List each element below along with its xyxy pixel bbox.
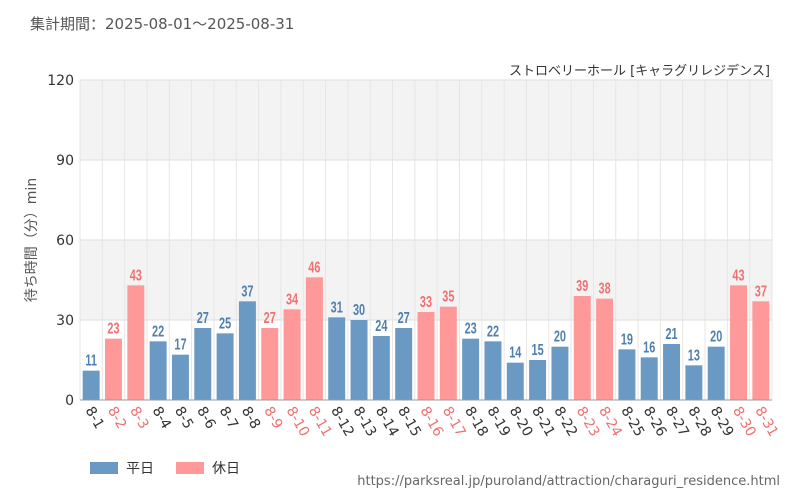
legend: 平日 休日 [90,458,240,478]
bar-value-label: 24 [375,317,387,335]
bar-value-label: 27 [197,309,209,327]
bar-value-label: 25 [219,314,231,332]
bar-8-10 [283,309,301,400]
bar-8-25 [618,349,636,400]
plot-band [80,80,772,160]
bar-8-9 [261,328,279,400]
y-tick-label: 120 [47,73,74,89]
legend-item-weekday: 平日 [90,458,154,478]
bar-value-label: 30 [353,301,365,319]
bar-8-20 [506,362,524,400]
bar-8-8 [238,301,256,400]
period-text: 集計期間：2025-08-01～2025-08-31 [30,15,295,33]
bar-value-label: 17 [174,336,186,354]
bar-8-24 [596,298,614,400]
legend-swatch-holiday [176,462,204,474]
bar-value-label: 11 [85,352,97,370]
bar-value-label: 37 [755,282,767,300]
bar-value-label: 31 [331,298,343,316]
legend-swatch-weekday [90,462,118,474]
attraction-name: ストロベリーホール [キャラグリレジデンス] [508,64,770,79]
bar-value-label: 13 [688,346,700,364]
bar-value-label: 22 [487,322,499,340]
bar-8-6 [194,328,212,400]
bar-value-label: 15 [532,341,544,359]
legend-label-weekday: 平日 [126,461,154,477]
bar-value-label: 14 [509,344,521,362]
bar-8-4 [149,341,167,400]
bar-8-29 [707,346,725,400]
bar-8-30 [730,285,747,400]
bar-8-17 [439,306,457,400]
bar-value-label: 20 [554,328,566,346]
x-tick-label: 8-6 [193,404,218,432]
bars [82,277,770,400]
legend-label-holiday: 休日 [212,461,240,477]
legend-item-holiday: 休日 [176,458,240,478]
bar-8-13 [350,320,368,400]
bar-value-label: 19 [621,330,633,348]
x-tick-label: 8-3 [126,404,151,432]
bar-value-label: 23 [465,320,477,338]
bar-value-label: 43 [130,266,142,284]
bar-8-15 [395,328,413,400]
bar-8-23 [573,296,591,400]
plot-band [80,160,772,240]
x-tick-label: 8-8 [238,404,263,432]
bar-8-14 [372,336,390,400]
y-tick-label: 30 [56,313,74,329]
bar-value-label: 21 [665,325,677,343]
bar-value-labels: 11 23 43 22 17 27 25 37 27 34 46 31 30 24 27 33 35 23 22 14… [85,258,767,369]
y-tick-label: 90 [56,153,74,169]
bar-value-label: 34 [286,290,298,308]
bar-8-31 [752,301,770,400]
bar-8-18 [462,338,480,400]
bar-8-19 [484,341,502,400]
bar-value-label: 37 [241,282,253,300]
bar-value-label: 22 [152,322,164,340]
bar-8-7 [216,333,234,400]
bar-value-label: 35 [442,288,454,306]
bar-8-26 [640,357,658,400]
x-tick-label: 8-2 [104,404,129,432]
bar-8-21 [529,360,547,400]
bar-value-label: 27 [398,309,410,327]
bar-8-22 [551,346,569,400]
bar-8-12 [328,317,346,400]
bar-value-label: 27 [264,309,276,327]
x-tick-label: 8-31 [751,404,781,440]
grid-lines [79,79,773,401]
y-tick-label: 0 [65,393,74,409]
bar-8-11 [305,277,323,400]
x-tick-label: 8-1 [82,404,107,432]
bar-8-28 [685,365,703,400]
bar-8-16 [417,312,435,400]
bar-8-1 [82,370,100,400]
bar-8-3 [127,285,145,400]
bar-value-label: 33 [420,293,432,311]
x-tick-label: 8-4 [149,404,174,432]
plot-band [80,240,772,320]
bar-value-label: 20 [710,328,722,346]
source-url: https://parksreal.jp/puroland/attraction… [357,474,780,489]
bar-8-2 [105,338,122,400]
x-tick-label: 8-5 [171,404,196,432]
bar-8-27 [663,344,681,400]
y-tick-label: 60 [56,233,74,249]
bar-8-5 [171,354,189,400]
x-tick-label: 8-9 [260,404,285,432]
bar-value-label: 23 [107,320,119,338]
bar-value-label: 46 [308,258,320,276]
bar-value-label: 16 [643,338,655,356]
x-tick-labels: 8-18-28-38-48-58-68-78-88-98-108-118-128… [82,404,781,440]
bar-value-label: 43 [732,266,744,284]
y-tick-labels: 0 30 60 90 120 [47,73,74,409]
x-tick-label: 8-7 [216,404,241,432]
bar-value-label: 39 [576,277,588,295]
bar-value-label: 38 [599,280,611,298]
